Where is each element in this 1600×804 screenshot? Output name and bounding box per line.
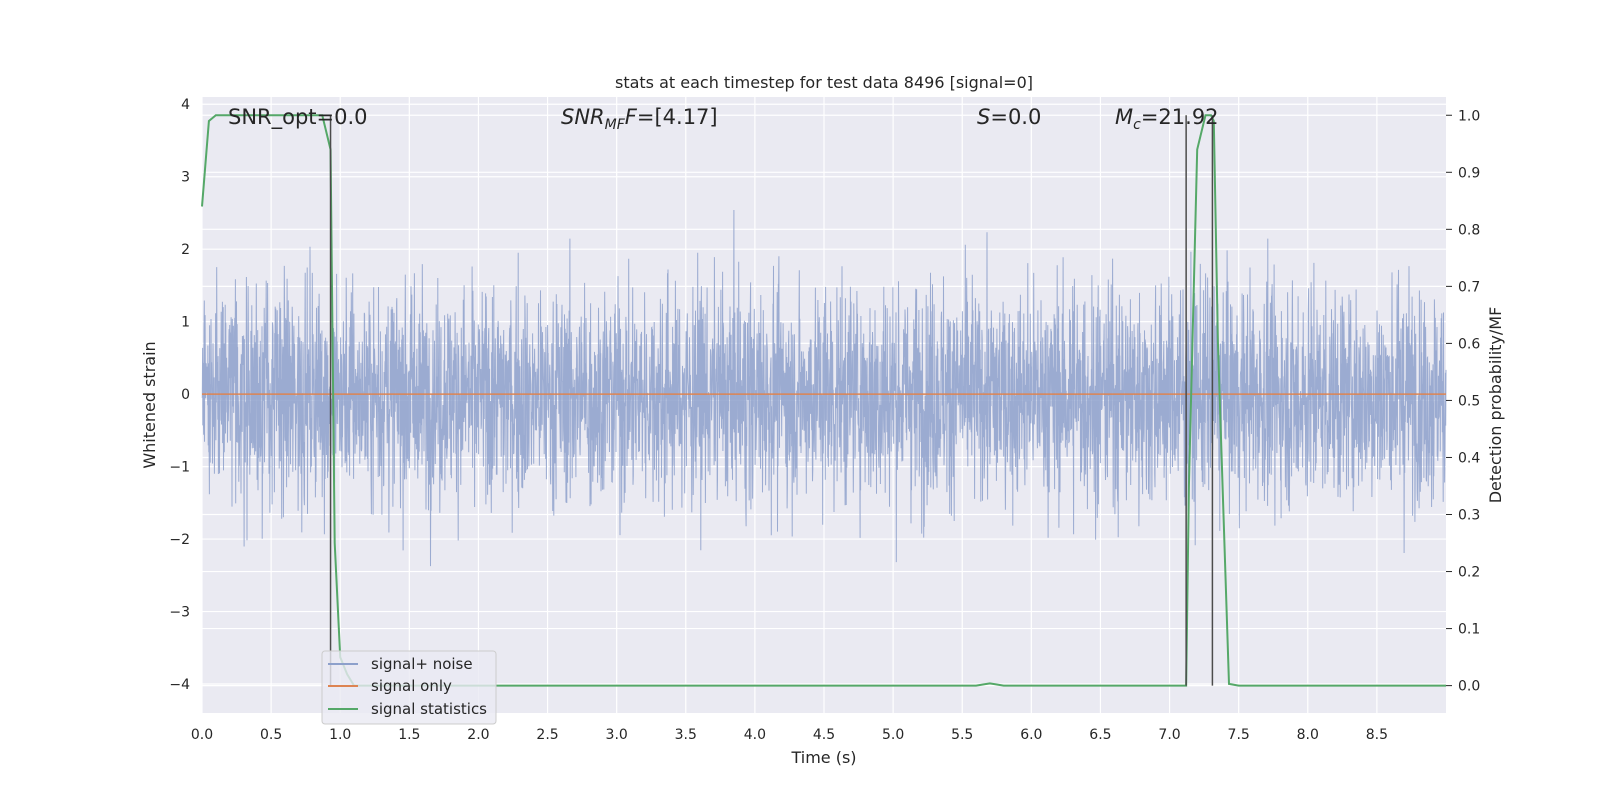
y2-tick-label: 0.0 [1458, 679, 1480, 695]
y-tick-label: 0 [181, 387, 190, 403]
series-signal-noise-line [201, 209, 1447, 567]
x-tick-label: 2.0 [467, 727, 489, 743]
vertical-markers [329, 115, 1214, 686]
x-tick-label: 5.5 [951, 727, 973, 743]
x-tick-label: 7.5 [1228, 727, 1250, 743]
x-tick-label: 3.0 [606, 727, 628, 743]
y2-tick-label: 0.5 [1458, 393, 1480, 409]
x-tick-label: 0.5 [260, 727, 282, 743]
chart-title: stats at each timestep for test data 849… [615, 73, 1033, 92]
x-tick-label: 8.5 [1366, 727, 1388, 743]
annotation-s: S=0.0 [977, 105, 1041, 129]
x-axis-label: Time (s) [790, 748, 856, 767]
y-tick-label: −4 [169, 677, 190, 693]
x-tick-label: 1.0 [329, 727, 351, 743]
y-tick-label: 4 [181, 97, 190, 113]
annotation-snr-mf-sub: MF [605, 117, 626, 133]
annotation-s-main: S [977, 105, 990, 129]
y-tick-label: −2 [169, 532, 190, 548]
y2-tick-label: 0.2 [1458, 565, 1480, 581]
annotation-mc-main: M [1115, 105, 1133, 129]
y2-axis-label: Detection probability/MF [1486, 307, 1505, 504]
legend: signal+ noise signal only signal statist… [321, 650, 497, 725]
annotation-snr-opt: SNR_opt=0.0 [228, 105, 368, 130]
x-tick-label: 2.5 [536, 727, 558, 743]
legend-label-signal-only: signal only [371, 677, 452, 695]
y-axis-label: Whitened strain [140, 341, 159, 468]
y-tick-label: −3 [169, 605, 190, 621]
y2-tick-label: 0.3 [1458, 508, 1480, 524]
x-tick-label: 5.0 [882, 727, 904, 743]
annotation-mc: Mc=21.92 [1115, 105, 1219, 133]
y2-tick-label: 0.7 [1458, 279, 1480, 295]
x-tick-label: 6.5 [1089, 727, 1111, 743]
y2-tick-label: 0.6 [1458, 336, 1480, 352]
legend-label-signal-statistics: signal statistics [371, 700, 487, 718]
y-tick-label: 3 [181, 170, 190, 186]
x-tick-label: 1.5 [398, 727, 420, 743]
annotations: SNR_opt=0.0 SNRMFF=[4.17] S=0.0 Mc=21.92 [228, 105, 1219, 133]
x-tick-label: 4.0 [744, 727, 766, 743]
tick-labels: 0.0 0.5 1.0 1.5 2.0 2.5 3.0 3.5 4.0 4.5 5.0 5.5 6.0 6… [169, 97, 1480, 743]
annotation-snr-mf-f: F [625, 105, 638, 129]
y2-tick-label: 0.1 [1458, 622, 1480, 638]
x-tick-label: 8.0 [1297, 727, 1319, 743]
y2-tick-label: 0.4 [1458, 450, 1480, 466]
legend-box [321, 650, 497, 725]
annotation-snr-mf: SNRMFF=[4.17] [561, 105, 718, 133]
y-tick-label: 1 [181, 315, 190, 331]
y2-tick-label: 0.8 [1458, 222, 1480, 238]
annotation-snr-mf-main: SNR [561, 105, 605, 129]
y-tick-label: −1 [169, 460, 190, 476]
annotation-s-value: =0.0 [990, 105, 1041, 129]
x-tick-label: 6.0 [1020, 727, 1042, 743]
y2-tick-label: 1.0 [1458, 108, 1480, 124]
x-tick-label: 7.0 [1158, 727, 1180, 743]
annotation-snr-mf-value: =[4.17] [637, 105, 718, 129]
legend-label-signal-noise: signal+ noise [371, 655, 473, 673]
x-tick-label: 4.5 [813, 727, 835, 743]
annotation-mc-value: =21.92 [1141, 105, 1219, 129]
y2-tick-label: 0.9 [1458, 165, 1480, 181]
annotation-mc-sub: c [1133, 117, 1141, 133]
y-tick-label: 2 [181, 242, 190, 258]
series-signal-noise [201, 209, 1447, 567]
x-tick-label: 0.0 [191, 727, 213, 743]
x-tick-label: 3.5 [675, 727, 697, 743]
